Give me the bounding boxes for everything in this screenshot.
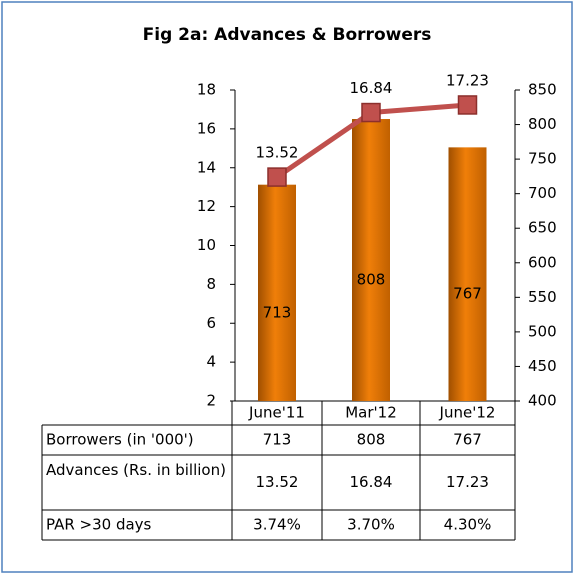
table-cell: 13.52 — [256, 473, 299, 491]
marker — [361, 102, 381, 123]
table-cell: 3.74% — [253, 516, 301, 534]
bar — [258, 184, 296, 401]
line-label: 17.23 — [446, 71, 489, 89]
y2-tick-label: 600 — [528, 253, 557, 271]
y2-tick-label: 850 — [528, 81, 557, 99]
marker — [267, 167, 287, 187]
bar — [448, 147, 487, 401]
y2-tick-label: 750 — [528, 150, 557, 168]
row-label: Advances (Rs. in billion) — [46, 461, 226, 479]
table-cell: 4.30% — [444, 516, 492, 534]
x-tick-label: Mar'12 — [345, 404, 397, 422]
line-label: 16.84 — [350, 79, 393, 97]
chart-title: Fig 2a: Advances & Borrowers — [143, 25, 432, 45]
marker — [457, 95, 478, 115]
row-label: PAR >30 days — [46, 516, 152, 534]
table-cell: 767 — [453, 431, 482, 449]
y2-tick-label: 650 — [528, 219, 557, 237]
table-cell: 808 — [357, 431, 386, 449]
y2-tick-label: 800 — [528, 115, 557, 133]
table-cell: 713 — [263, 431, 292, 449]
y2-tick-label: 700 — [528, 184, 557, 202]
y-tick-label: 12 — [197, 197, 216, 215]
y-tick-label: 4 — [206, 353, 216, 371]
table-cell: 3.70% — [347, 516, 395, 534]
y-tick-label: 14 — [197, 158, 216, 176]
x-tick-label: June'11 — [248, 404, 305, 422]
y-tick-label: 18 — [197, 81, 216, 99]
y-tick-label: 10 — [197, 236, 216, 254]
y2-tick-label: 400 — [528, 392, 557, 410]
line-label: 13.52 — [256, 144, 299, 162]
table-cell: 17.23 — [446, 473, 489, 491]
y-tick-label: 2 — [206, 392, 216, 410]
table-cell: 16.84 — [350, 473, 393, 491]
y-tick-label: 6 — [206, 314, 216, 332]
y-tick-label: 16 — [197, 119, 216, 137]
y2-tick-label: 500 — [528, 322, 557, 340]
x-tick-label: June'12 — [439, 404, 496, 422]
bar-label: 713 — [263, 303, 292, 321]
bar-label: 767 — [453, 285, 482, 303]
y2-tick-label: 450 — [528, 357, 557, 375]
bar — [352, 119, 390, 401]
y-tick-label: 8 — [206, 275, 216, 293]
row-label-text: Advances (Rs. in billion) — [46, 461, 226, 479]
row-label: Borrowers (in '000') — [46, 431, 194, 449]
bar-label: 808 — [357, 271, 386, 289]
y2-tick-label: 550 — [528, 288, 557, 306]
